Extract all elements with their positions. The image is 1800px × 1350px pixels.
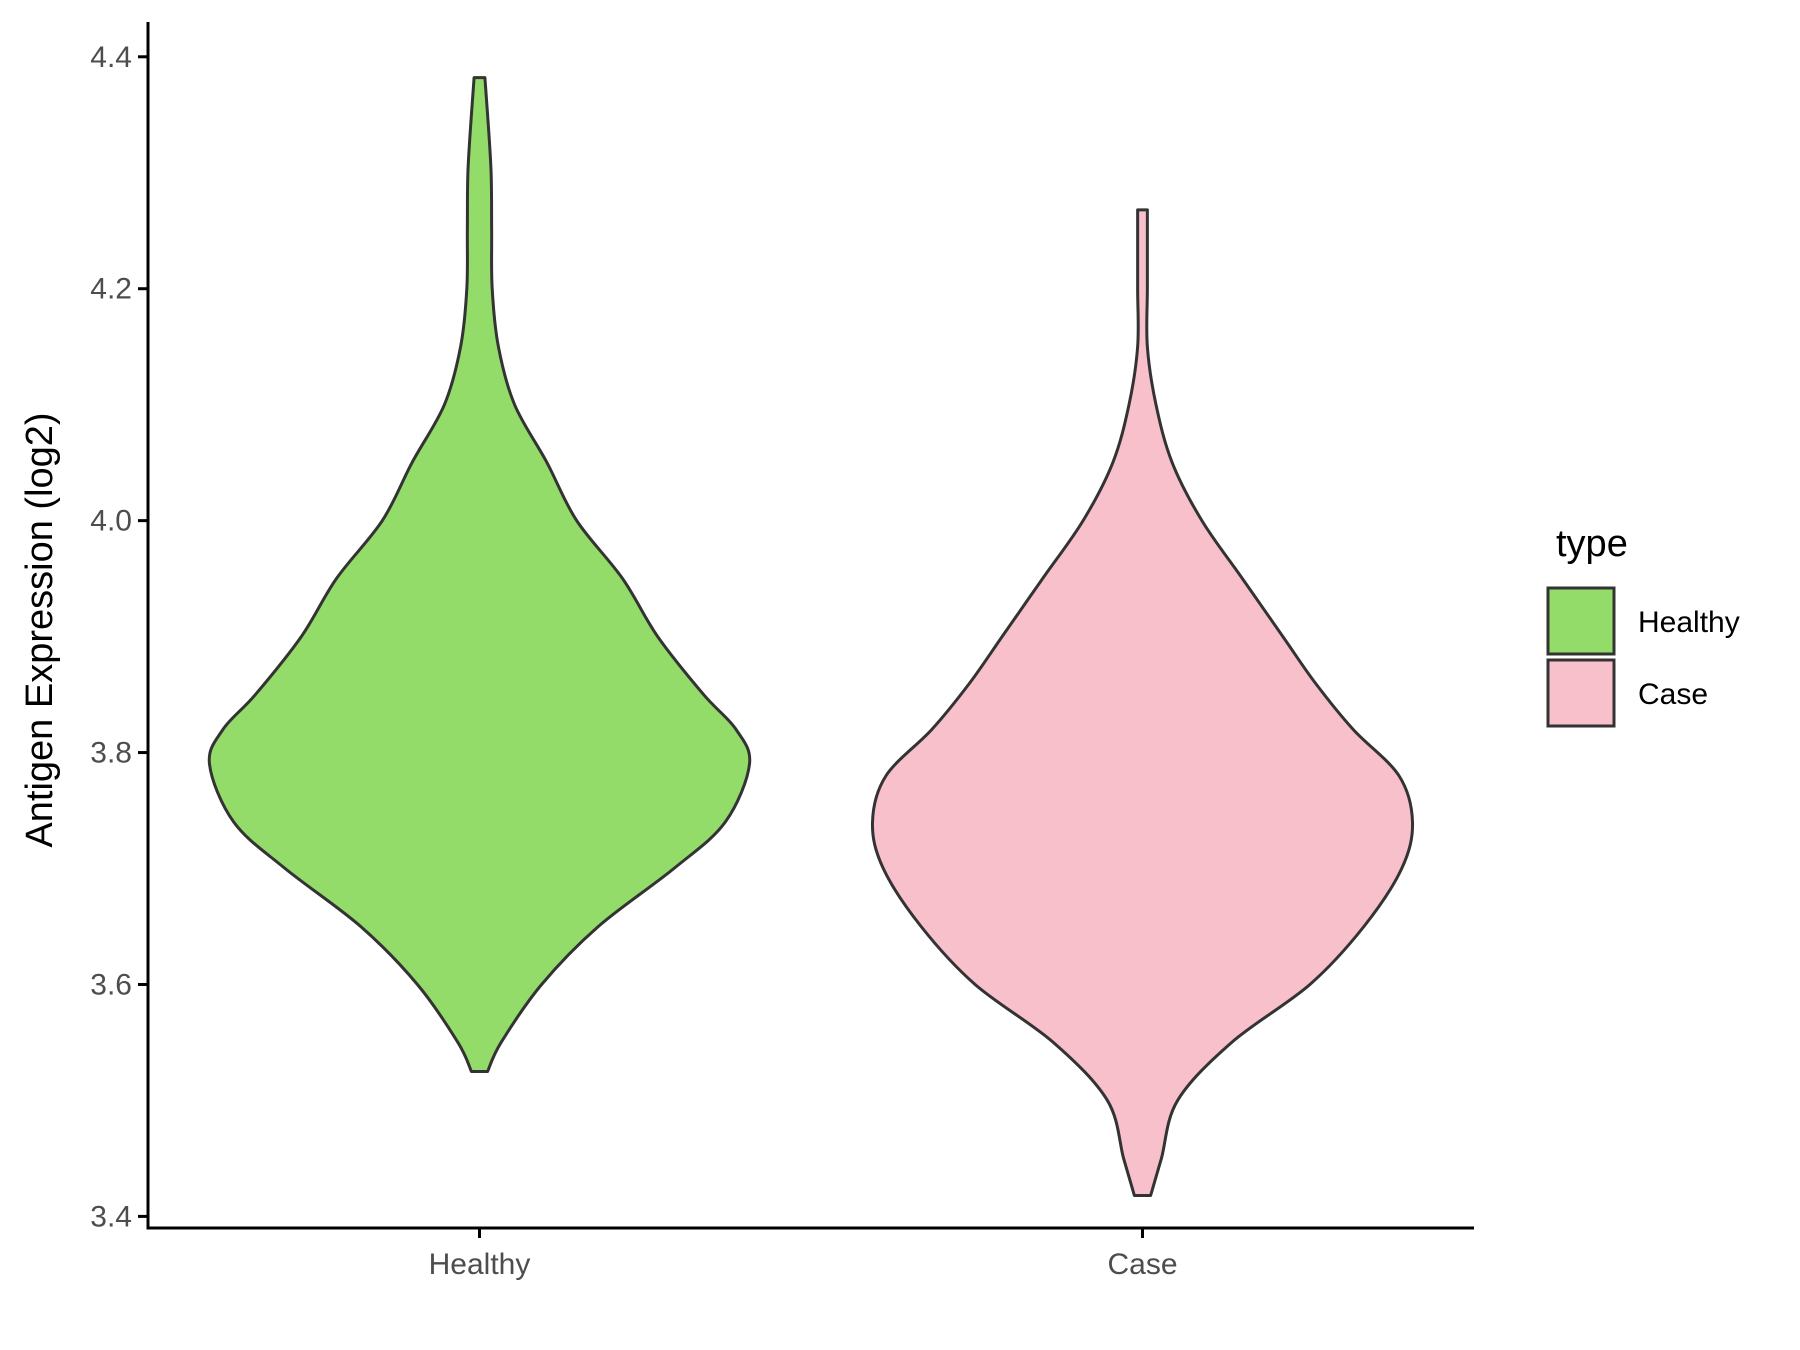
legend: type Healthy Case: [1546, 523, 1740, 728]
violin-layer: [207, 76, 1415, 1198]
legend-swatch: [1546, 586, 1616, 656]
y-axis-title: Antigen Expression (log2): [19, 412, 61, 847]
x-tick-label: Case: [1107, 1248, 1177, 1281]
legend-label: Healthy: [1638, 606, 1740, 639]
axes: 3.4 3.6 3.8 4.0 4.2 4.4 Healthy Case: [90, 22, 1474, 1281]
violin-case: [870, 208, 1415, 1198]
y-tick-label: 4.0: [90, 505, 132, 538]
x-tick-label: Healthy: [429, 1248, 531, 1281]
y-tick-label: 3.8: [90, 737, 132, 770]
y-tick-label: 4.2: [90, 273, 132, 306]
y-tick-label: 4.4: [90, 41, 132, 74]
legend-title: type: [1556, 523, 1628, 565]
y-tick-label: 3.6: [90, 968, 132, 1001]
legend-label: Case: [1638, 678, 1708, 711]
legend-entries: Healthy Case: [1546, 586, 1740, 728]
x-axis-ticks: Healthy Case: [429, 1228, 1178, 1281]
y-tick-label: 3.4: [90, 1200, 132, 1233]
violin-healthy: [207, 76, 752, 1073]
legend-swatch: [1546, 658, 1616, 728]
y-axis-ticks: 3.4 3.6 3.8 4.0 4.2 4.4: [90, 41, 148, 1233]
